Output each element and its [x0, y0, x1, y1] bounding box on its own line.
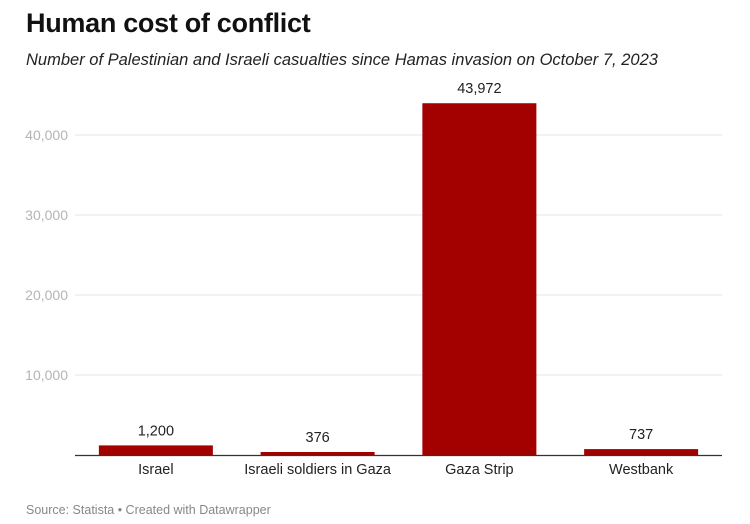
- bar: [98, 445, 213, 455]
- category-label: Israel: [138, 462, 173, 478]
- bar-chart: 10,000 20,000 30,000 40,000 1,200 376 43,972 7…: [25, 81, 722, 478]
- y-tick-label: 20,000: [25, 287, 68, 303]
- y-tick-label: 40,000: [25, 127, 68, 143]
- category-label: Gaza Strip: [445, 462, 514, 478]
- data-label: 737: [629, 427, 653, 443]
- y-axis-ticks: 10,000 20,000 30,000 40,000: [25, 127, 68, 383]
- category-label: Westbank: [609, 462, 674, 478]
- bars: [98, 103, 699, 455]
- value-labels: 1,200 376 43,972 737: [138, 81, 654, 446]
- source-footer: Source: Statista • Created with Datawrap…: [26, 503, 271, 517]
- y-tick-label: 30,000: [25, 207, 68, 223]
- bar: [260, 451, 375, 455]
- category-label: Israeli soldiers in Gaza: [244, 462, 392, 478]
- data-label: 1,200: [138, 423, 174, 439]
- bar: [422, 103, 537, 455]
- gridlines: [75, 134, 722, 376]
- y-tick-label: 10,000: [25, 367, 68, 383]
- category-labels: Israel Israeli soldiers in Gaza Gaza Strip…: [138, 462, 674, 478]
- chart-subtitle: Number of Palestinian and Israeli casual…: [26, 51, 658, 69]
- bar: [584, 449, 699, 455]
- data-label: 376: [306, 430, 330, 446]
- chart-title: Human cost of conflict: [26, 8, 311, 38]
- data-label: 43,972: [457, 81, 501, 97]
